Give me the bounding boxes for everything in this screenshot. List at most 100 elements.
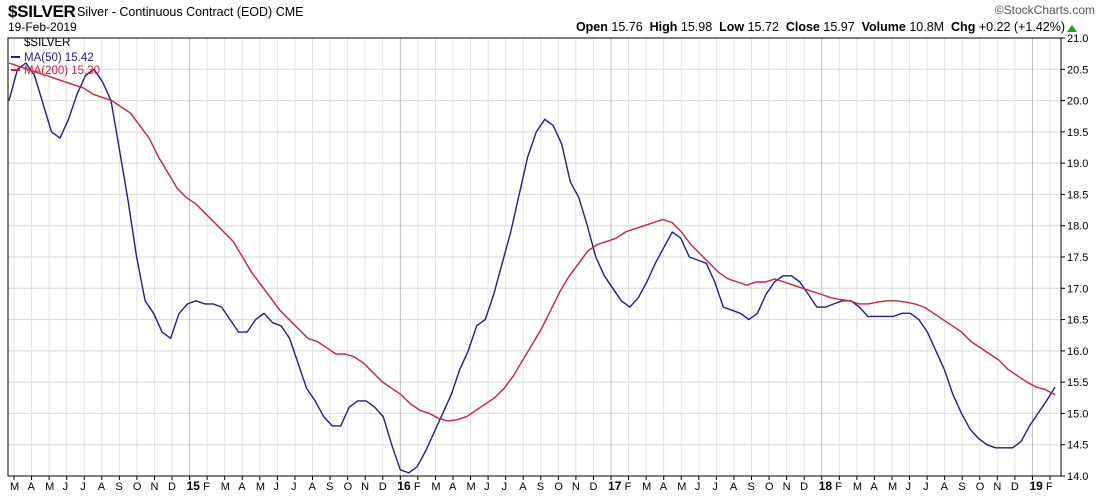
low-value: 15.72 (747, 20, 779, 34)
x-tick-label: M (677, 481, 686, 493)
x-tick-label: A (449, 481, 457, 493)
high-label: High (649, 20, 678, 34)
x-tick-label: O (554, 481, 563, 493)
x-tick-label: M (45, 481, 54, 493)
legend-symbol: $SILVER (24, 37, 70, 49)
chg-value: +0.22 (+1.42%) (978, 20, 1065, 34)
x-tick-label: 15 (187, 479, 201, 493)
watermark-text: StockCharts.com (1003, 3, 1095, 17)
ma200-line (8, 62, 1056, 422)
x-tick-label: M (853, 481, 862, 493)
open-value: 15.76 (611, 20, 643, 34)
x-tick-label: A (98, 481, 106, 493)
x-tick-label: S (115, 481, 122, 493)
x-tick-label: D (168, 481, 176, 493)
x-tick-label: J (712, 481, 718, 493)
x-tick-label: O (765, 481, 774, 493)
quote-bar: Open 15.76 High 15.98 Low 15.72 Close 15… (576, 20, 1065, 34)
y-tick-label: 16.0 (1067, 346, 1088, 358)
x-tick-label: A (519, 481, 527, 493)
x-tick-label: F (625, 481, 632, 493)
x-tick-label: S (958, 481, 965, 493)
x-tick-label: D (800, 481, 808, 493)
x-tick-label: F (203, 481, 210, 493)
legend: $SILVER MA(50) 15.42 MA(200) 15.30 (11, 37, 100, 77)
x-tick-label: F (414, 481, 421, 493)
x-tick-label: M (431, 481, 440, 493)
x-tick-label: D (1011, 481, 1019, 493)
x-tick-label: D (379, 481, 387, 493)
x-tick-label: A (941, 481, 949, 493)
x-tick-label: J (273, 481, 279, 493)
volume-label: Volume (861, 20, 906, 34)
x-tick-label: 17 (608, 479, 622, 493)
x-tick-label: S (537, 481, 544, 493)
x-tick-label: M (10, 481, 19, 493)
y-tick-label: 20.5 (1067, 64, 1088, 76)
copyright-icon: © (994, 3, 1004, 17)
y-tick-label: 20.0 (1067, 96, 1088, 108)
x-tick-label: N (361, 481, 369, 493)
close-value: 15.97 (823, 20, 855, 34)
x-tick-label: J (695, 481, 701, 493)
x-tick-label: O (133, 481, 142, 493)
x-tick-label: N (783, 481, 791, 493)
y-tick-label: 19.5 (1067, 127, 1088, 139)
description-text: Silver - Continuous Contract (EOD) (77, 5, 273, 19)
y-tick-label: 17.0 (1067, 283, 1088, 295)
chart-header: $SILVER Silver - Continuous Contract (EO… (0, 0, 1107, 36)
y-tick-label: 19.0 (1067, 158, 1088, 170)
x-tick-label: N (572, 481, 580, 493)
x-tick-label: J (923, 481, 929, 493)
x-tick-label: O (344, 481, 353, 493)
up-arrow-icon (1067, 25, 1077, 32)
x-tick-label: S (326, 481, 333, 493)
y-tick-label: 17.5 (1067, 252, 1088, 264)
x-tick-label: O (976, 481, 985, 493)
x-tick-label: M (888, 481, 897, 493)
y-tick-label: 14.0 (1067, 471, 1088, 483)
close-label: Close (785, 20, 820, 34)
y-tick-label: 15.0 (1067, 408, 1088, 420)
x-tick-label: J (63, 481, 68, 493)
open-label: Open (575, 20, 608, 34)
exchange-text: CME (275, 5, 304, 19)
x-tick-label: M (642, 481, 651, 493)
x-tick-label: N (150, 481, 158, 493)
x-tick-label: D (589, 481, 597, 493)
y-tick-label: 18.0 (1067, 221, 1088, 233)
legend-ma200: MA(200) 15.30 (24, 65, 100, 77)
volume-value: 10.8M (909, 20, 945, 34)
x-tick-label: A (870, 481, 878, 493)
low-label: Low (719, 20, 745, 34)
x-tick-label: A (660, 481, 668, 493)
watermark: ©StockCharts.com (995, 3, 1095, 17)
x-tick-label: A (238, 481, 246, 493)
x-tick-label: M (256, 481, 265, 493)
x-tick-label: S (747, 481, 754, 493)
x-tick-label: J (291, 481, 297, 493)
x-tick-label: N (993, 481, 1001, 493)
x-tick-label: 16 (397, 479, 411, 493)
symbol-description: Silver - Continuous Contract (EOD) CME (77, 5, 303, 19)
y-tick-label: 14.5 (1067, 440, 1088, 452)
x-tick-label: J (502, 481, 508, 493)
x-tick-label: M (467, 481, 476, 493)
series-lines (8, 62, 1056, 474)
x-tick-label: M (221, 481, 230, 493)
x-tick-label: A (730, 481, 738, 493)
chg-label: Chg (951, 20, 976, 34)
x-tick-label: 18 (819, 479, 833, 493)
y-tick-label: 21.0 (1067, 33, 1088, 45)
x-tick-label: F (1046, 481, 1053, 493)
x-tick-label: A (28, 481, 36, 493)
y-tick-label: 15.5 (1067, 377, 1088, 389)
y-tick-label: 16.5 (1067, 315, 1088, 327)
symbol-title: $SILVER (8, 2, 76, 21)
y-axis: 14.0 14.5 15.0 15.5 16.0 16.5 17.0 17.5 18.0 18.5… (1061, 33, 1088, 483)
y-tick-label: 18.5 (1067, 189, 1088, 201)
high-value: 15.98 (680, 20, 713, 34)
legend-ma50: MA(50) 15.42 (24, 52, 94, 64)
x-axis: M A M J J A S O N D 15 F M A M J J A S O N D 16 F M A M J J A S O N D 17 F M… (10, 476, 1053, 493)
